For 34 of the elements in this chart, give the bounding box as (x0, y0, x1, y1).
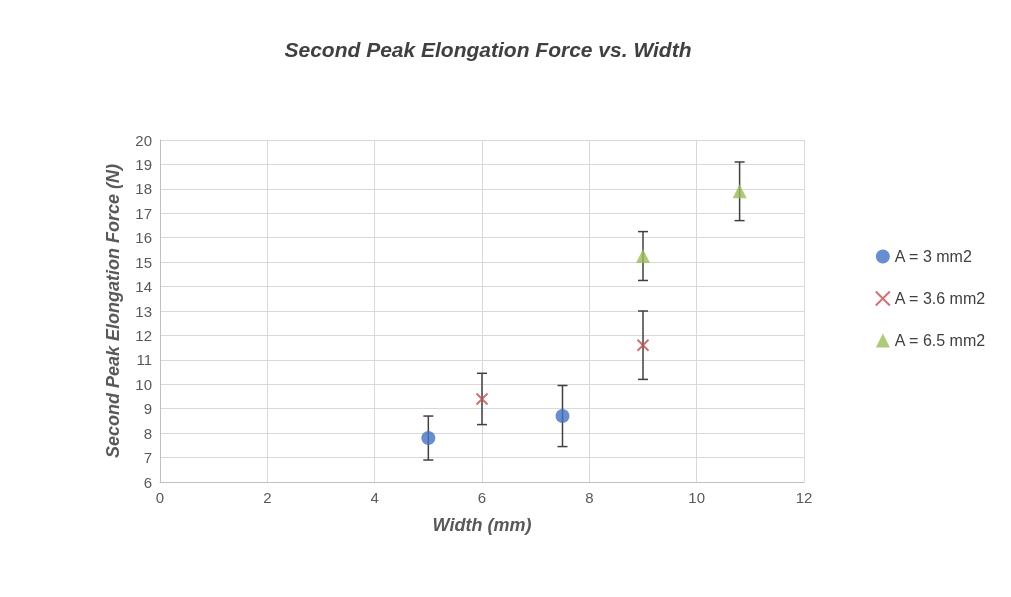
point (732, 184, 747, 199)
y-tick-label: 13 (135, 302, 152, 320)
legend-label: A = 6.5 mm2 (894, 332, 986, 349)
y-tick-label: 10 (135, 375, 152, 393)
y-tick-label: 19 (135, 155, 152, 173)
y-tick-label: 6 (143, 473, 152, 491)
y-tick-label: 17 (135, 204, 152, 222)
legend-label: A = 3 mm2 (894, 248, 972, 265)
x-tick-label: 12 (795, 489, 813, 506)
point (636, 338, 650, 352)
x-tick-label: 2 (263, 489, 272, 506)
chart-title: Second Peak Elongation Force vs. Width (284, 38, 692, 61)
y-tick-label: 9 (143, 400, 152, 418)
y-tick-label: 20 (135, 131, 152, 149)
y-tick-label: 16 (135, 229, 152, 247)
y-axis-title: Second Peak Elongation Force (N) (103, 163, 123, 459)
y-tick-label: 18 (135, 180, 152, 198)
y-tick-label: 7 (143, 449, 152, 467)
point (421, 431, 436, 446)
y-tick-label: 8 (143, 424, 152, 442)
x-axis-title: Width (mm) (432, 515, 532, 535)
x-tick-label: 4 (370, 489, 379, 506)
y-tick-label: 14 (135, 278, 152, 296)
x-tick-label: 6 (477, 489, 487, 506)
point (475, 392, 489, 406)
y-tick-label: 15 (135, 253, 152, 271)
point (636, 249, 650, 264)
y-tick-label: 11 (136, 351, 152, 369)
y-tick-label: 12 (135, 326, 152, 344)
x-tick-label: 0 (155, 489, 165, 506)
x-tick-label: 10 (688, 489, 706, 506)
legend-label: A = 3.6 mm2 (894, 290, 986, 307)
x-tick-label: 8 (585, 489, 594, 506)
point (555, 409, 570, 424)
